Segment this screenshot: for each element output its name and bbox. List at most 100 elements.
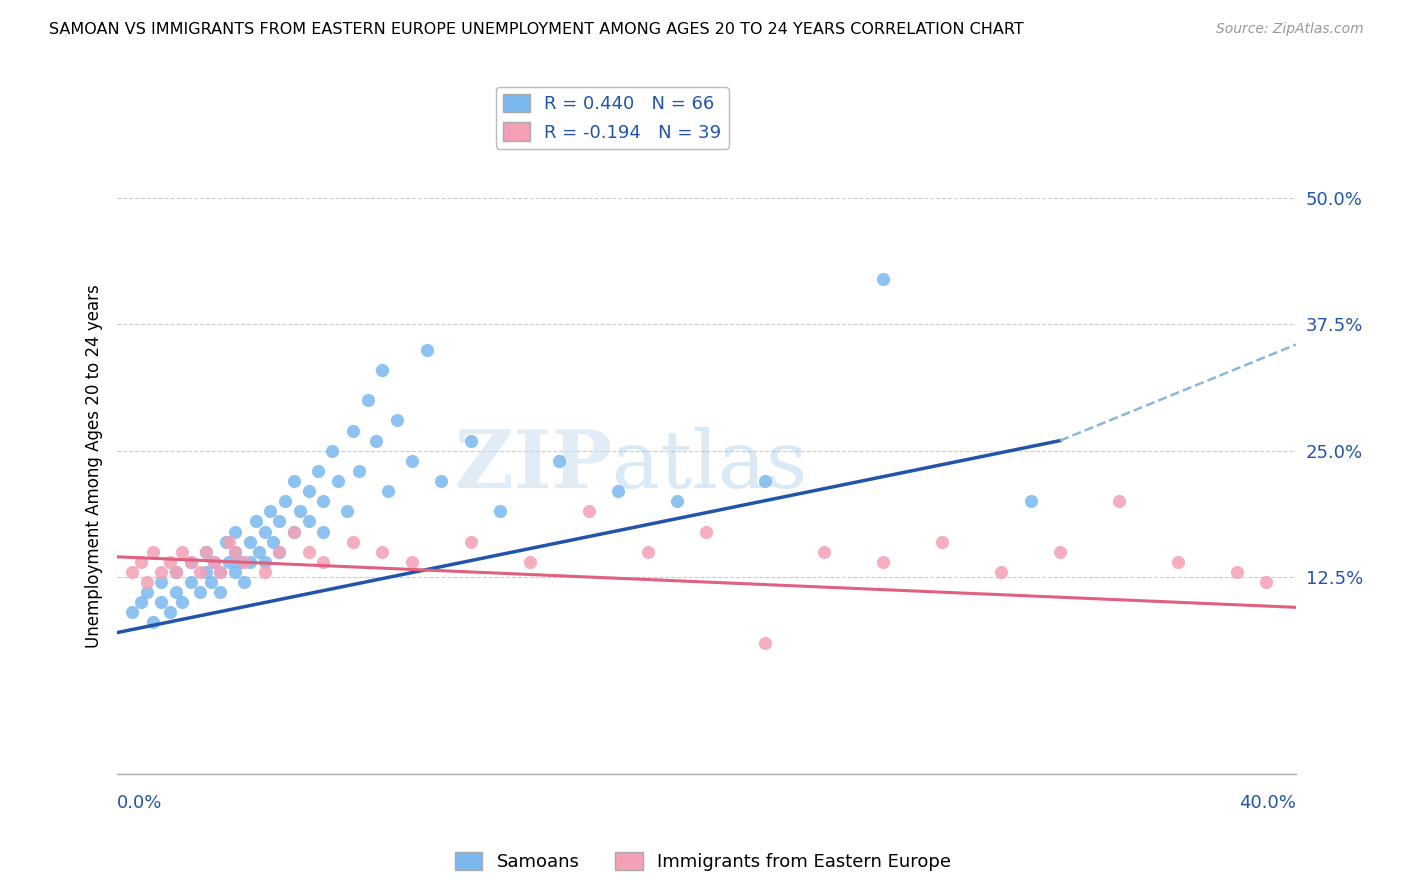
Point [371,363,394,377]
Point [401,555,423,569]
Point [224,524,246,539]
Point [754,636,776,650]
Point [170,545,193,559]
Point [232,575,254,590]
Point [121,606,143,620]
Point [218,534,240,549]
Legend: Samoans, Immigrants from Eastern Europe: Samoans, Immigrants from Eastern Europe [447,845,959,879]
Point [666,494,689,508]
Point [307,464,329,478]
Text: 0.0%: 0.0% [117,794,163,813]
Point [548,454,571,468]
Text: Source: ZipAtlas.com: Source: ZipAtlas.com [1216,22,1364,37]
Point [283,474,305,488]
Point [371,545,394,559]
Point [342,424,364,438]
Point [229,555,252,569]
Point [312,555,335,569]
Point [204,555,226,569]
Point [312,494,335,508]
Point [872,272,894,286]
Point [129,555,152,569]
Point [247,545,270,559]
Point [1226,565,1249,579]
Y-axis label: Unemployment Among Ages 20 to 24 years: Unemployment Among Ages 20 to 24 years [86,284,103,648]
Point [180,555,202,569]
Point [194,545,217,559]
Point [347,464,370,478]
Point [519,555,541,569]
Point [813,545,835,559]
Point [283,524,305,539]
Text: atlas: atlas [612,427,807,505]
Point [385,413,408,427]
Point [312,524,335,539]
Point [253,555,276,569]
Text: ZIP: ZIP [456,427,612,505]
Point [1108,494,1130,508]
Text: 40.0%: 40.0% [1239,794,1296,813]
Point [245,515,267,529]
Point [150,595,173,609]
Point [165,565,187,579]
Point [430,474,453,488]
Point [159,606,181,620]
Point [637,545,659,559]
Point [218,555,240,569]
Point [239,555,262,569]
Point [754,474,776,488]
Point [872,555,894,569]
Point [253,524,276,539]
Point [200,575,222,590]
Point [141,615,163,630]
Point [1019,494,1042,508]
Point [321,443,343,458]
Point [695,524,717,539]
Point [209,565,232,579]
Point [607,484,630,499]
Point [1049,545,1071,559]
Point [578,504,600,518]
Point [224,545,246,559]
Point [366,434,388,448]
Point [269,515,291,529]
Point [194,545,217,559]
Point [356,393,378,408]
Text: SAMOAN VS IMMIGRANTS FROM EASTERN EUROPE UNEMPLOYMENT AMONG AGES 20 TO 24 YEARS : SAMOAN VS IMMIGRANTS FROM EASTERN EUROPE… [49,22,1024,37]
Point [159,555,181,569]
Point [269,545,291,559]
Point [135,585,157,599]
Point [129,595,152,609]
Point [401,454,423,468]
Point [180,575,202,590]
Point [204,555,226,569]
Point [288,504,311,518]
Point [239,534,262,549]
Point [170,595,193,609]
Point [224,565,246,579]
Point [232,555,254,569]
Point [165,565,187,579]
Point [377,484,399,499]
Point [415,343,437,357]
Point [180,555,202,569]
Point [121,565,143,579]
Point [209,565,232,579]
Point [141,545,163,559]
Point [135,575,157,590]
Point [283,524,305,539]
Point [259,504,281,518]
Point [298,515,321,529]
Point [224,545,246,559]
Point [150,575,173,590]
Point [298,484,321,499]
Point [328,474,350,488]
Point [262,534,284,549]
Point [298,545,321,559]
Point [274,494,297,508]
Point [990,565,1012,579]
Point [460,434,482,448]
Point [1256,575,1278,590]
Point [188,565,211,579]
Point [150,565,173,579]
